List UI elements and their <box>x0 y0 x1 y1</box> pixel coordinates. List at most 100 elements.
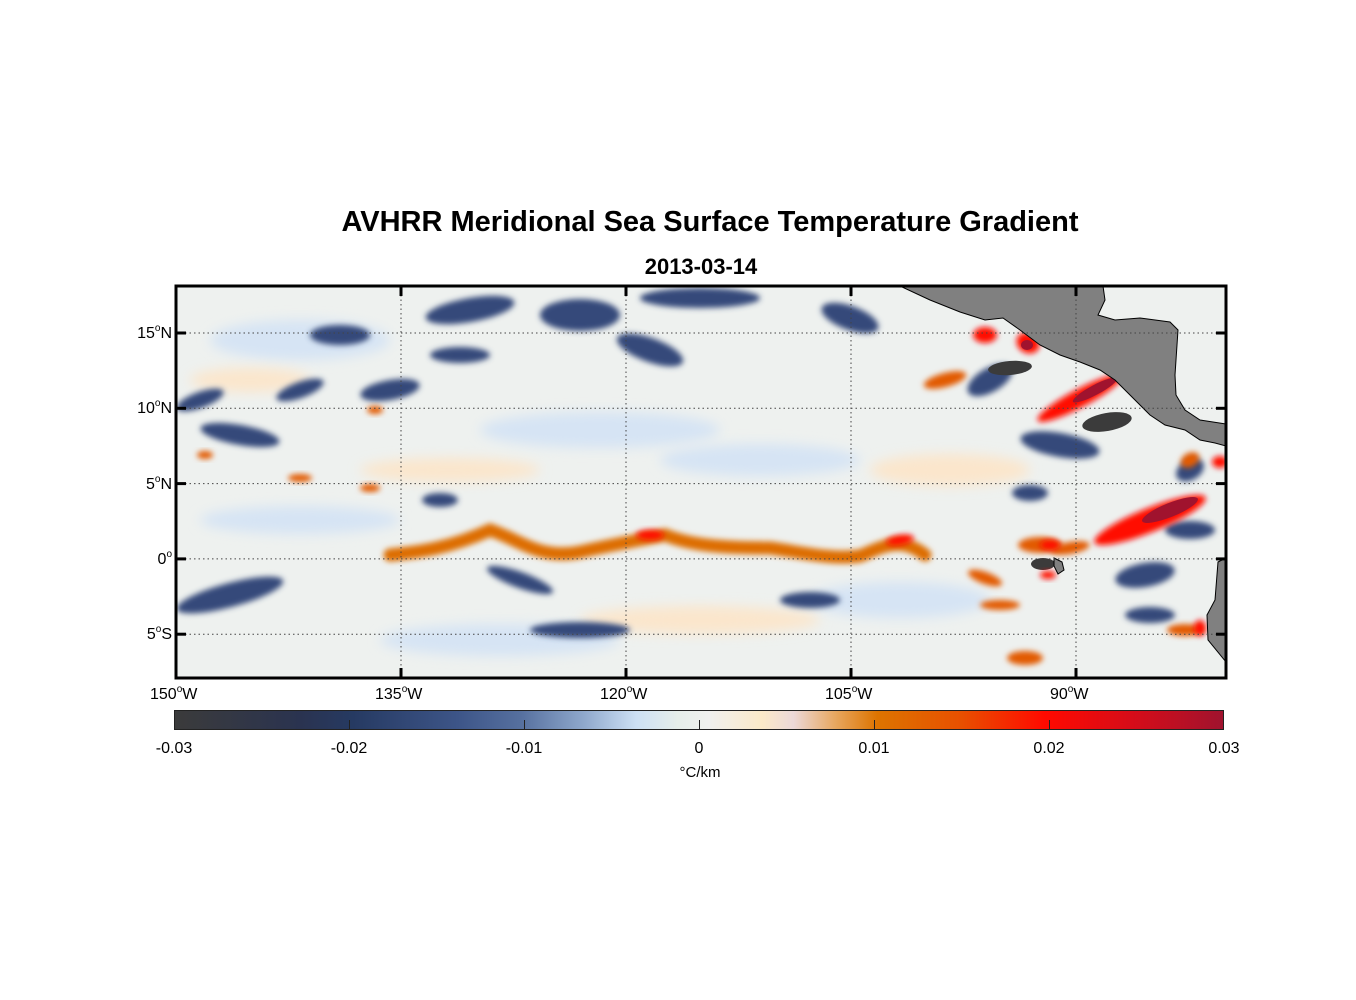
south-america-land <box>1206 557 1226 663</box>
negative-gradient-patch <box>1115 562 1175 588</box>
max-positive-patch <box>1072 377 1118 403</box>
weak-gradient-patch <box>660 444 860 476</box>
positive-gradient-patch <box>360 484 380 492</box>
weak-gradient-patch <box>870 454 1030 486</box>
strong-positive-patch <box>1194 620 1206 636</box>
degree-symbol: o <box>401 684 408 695</box>
degree-symbol: o <box>154 398 161 410</box>
positive-gradient-patch <box>1050 541 1090 555</box>
tick-degree: 120 <box>600 686 627 703</box>
negative-gradient-patch <box>640 288 760 308</box>
tick-degree: 15 <box>137 325 155 342</box>
negative-gradient-patch <box>1125 607 1175 623</box>
tick-hemisphere: W <box>857 686 873 703</box>
colorbar-tick-label: 0.02 <box>1033 740 1065 757</box>
frame-ticks <box>174 286 1226 678</box>
negative-gradient-patch <box>360 378 420 402</box>
latitude-label: 5oN <box>112 474 172 494</box>
negative-gradient-patch <box>276 378 324 402</box>
strong-positive-patch <box>973 327 997 343</box>
tick-hemisphere: W <box>632 686 648 703</box>
negative-gradient-patch <box>780 592 840 608</box>
max-positive-patch <box>1021 340 1033 350</box>
longitude-label: 150oW <box>150 684 197 704</box>
positive-gradient-patch <box>923 371 967 389</box>
tick-hemisphere: N <box>160 325 172 342</box>
degree-symbol: o <box>851 684 858 695</box>
positive-gradient-patch <box>1167 624 1203 636</box>
degree-symbol: o <box>155 624 162 636</box>
strong-positive-patch <box>1212 456 1226 468</box>
negative-gradient-patch <box>616 333 684 367</box>
colorbar-tick-label: 0.03 <box>1208 740 1240 757</box>
colorbar-tick-label: 0.01 <box>858 740 890 757</box>
degree-symbol: o <box>626 684 633 695</box>
tick-degree: 5 <box>145 475 155 493</box>
colorbar-tick <box>699 720 700 730</box>
strong-positive-patch <box>1040 571 1056 579</box>
negative-gradient-patch <box>530 622 630 638</box>
positive-gradient-patch <box>197 451 213 459</box>
gradient-field <box>176 288 1226 665</box>
longitude-label: 90oW <box>1050 684 1088 704</box>
negative-gradient-patch <box>176 388 224 412</box>
negative-gradient-patch <box>486 565 554 595</box>
map-frame <box>174 284 1228 680</box>
positive-gradient-patch <box>367 406 383 414</box>
positive-gradient-patch <box>967 569 1003 587</box>
strong-positive-patch <box>1040 540 1060 550</box>
latitude-label: 0o <box>112 549 172 569</box>
latitude-label: 5oS <box>112 624 172 644</box>
colorbar-tick-label: -0.01 <box>505 740 543 757</box>
degree-symbol: o <box>154 323 161 334</box>
negative-gradient-patch <box>422 493 458 507</box>
longitude-label: 135oW <box>375 684 422 704</box>
weak-gradient-patch <box>810 582 990 618</box>
colorbar-tick <box>1049 720 1050 730</box>
tick-degree: 0 <box>157 550 167 568</box>
negative-gradient-patch <box>1012 485 1048 501</box>
degree-symbol: o <box>1067 684 1074 695</box>
colorbar-tick-label: -0.02 <box>330 740 368 757</box>
tick-hemisphere: W <box>182 686 198 703</box>
negative-gradient-patch <box>425 295 515 325</box>
tick-degree: 90 <box>1050 686 1068 703</box>
strong-negative-patch <box>1082 412 1132 432</box>
negative-gradient-patch <box>540 299 620 331</box>
tick-degree: 105 <box>825 686 852 703</box>
negative-gradient-patch <box>821 302 879 334</box>
colorbar-label: °C/km <box>679 764 721 781</box>
strong-positive-patch <box>886 534 914 546</box>
negative-gradient-patch <box>200 422 280 448</box>
tick-hemisphere: W <box>407 686 423 703</box>
negative-gradient-patch <box>430 347 490 363</box>
equatorial-front <box>383 523 932 564</box>
degree-symbol: o <box>166 548 172 560</box>
tick-degree: 5 <box>146 626 156 644</box>
colorbar-tick <box>874 720 875 730</box>
strong-negative-patch <box>988 360 1032 376</box>
colorbar-tick-label: -0.03 <box>155 740 193 757</box>
positive-gradient-patch <box>288 474 312 482</box>
weak-gradient-patch <box>360 458 540 482</box>
longitude-label: 120oW <box>600 684 647 704</box>
negative-gradient-patch <box>310 325 370 345</box>
weak-gradient-patch <box>190 368 310 392</box>
longitude-label: 105oW <box>825 684 872 704</box>
tick-hemisphere: W <box>1073 686 1089 703</box>
degree-symbol: o <box>176 684 183 695</box>
weak-gradient-patch <box>200 506 400 534</box>
negative-gradient-patch <box>1020 431 1100 459</box>
max-positive-patch <box>1142 497 1198 523</box>
latitude-label: 15oN <box>112 323 172 343</box>
degree-symbol: o <box>154 473 161 485</box>
colorbar-tick-label: 0 <box>694 740 704 757</box>
positive-gradient-patch <box>1007 651 1043 665</box>
weak-gradient-patch <box>580 606 820 634</box>
positive-gradient-patch <box>1180 452 1200 468</box>
strong-positive-patch <box>636 530 664 540</box>
tick-hemisphere: N <box>160 400 172 418</box>
latitude-label: 10oN <box>112 398 172 418</box>
tick-degree: 135 <box>375 686 402 703</box>
